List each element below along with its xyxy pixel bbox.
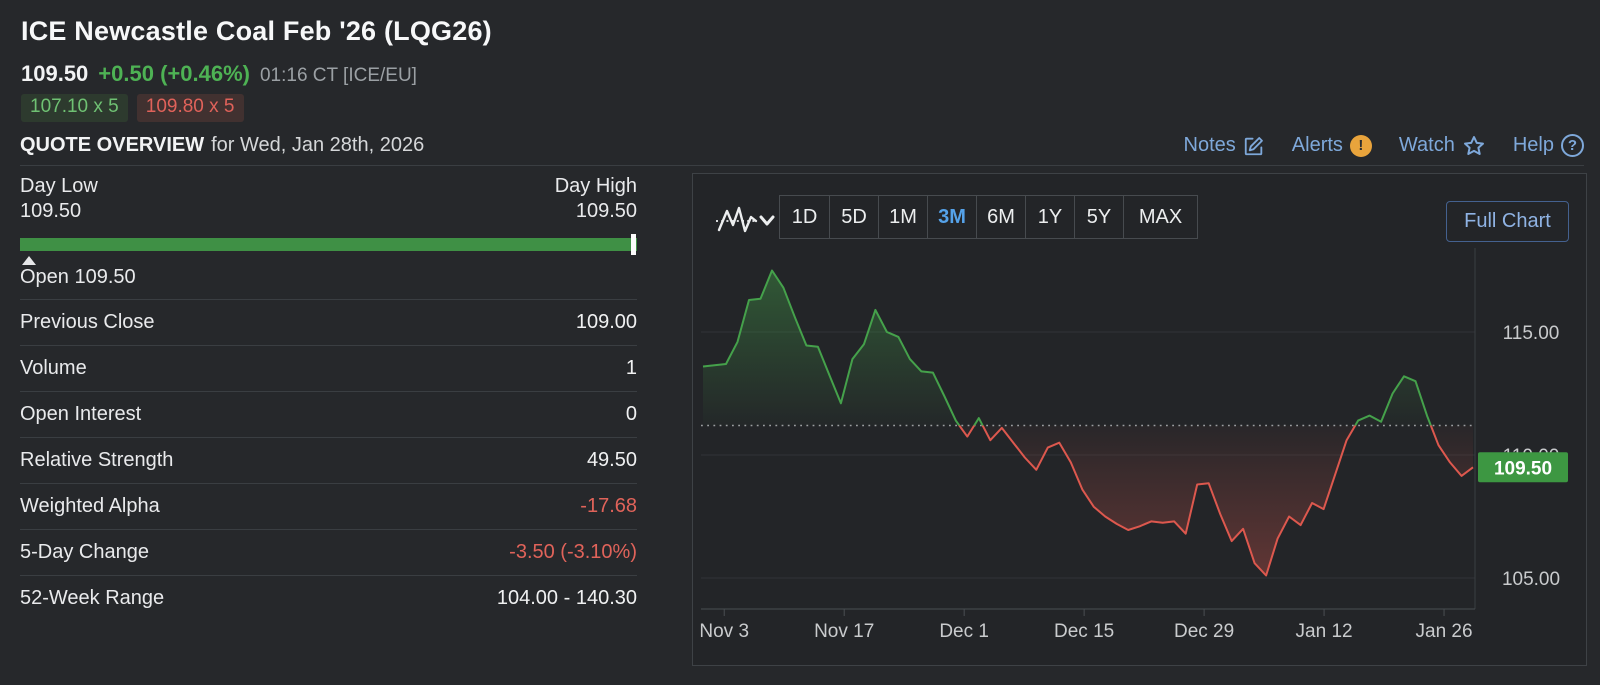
- svg-text:Jan 12: Jan 12: [1296, 621, 1353, 642]
- day-low-value: 109.50: [20, 200, 82, 222]
- overview-bar: QUOTE OVERVIEW for Wed, Jan 28th, 2026 No…: [20, 126, 1584, 166]
- alerts-label: Alerts: [1291, 134, 1343, 156]
- stat-row: Volume 1: [20, 345, 637, 391]
- alerts-link[interactable]: Alerts !: [1292, 134, 1372, 157]
- period-button-3m[interactable]: 3M: [927, 196, 976, 238]
- help-icon: ?: [1561, 134, 1584, 157]
- period-button-1m[interactable]: 1M: [878, 196, 927, 238]
- svg-text:115.00: 115.00: [1503, 323, 1560, 344]
- chevron-down-icon: [759, 215, 775, 226]
- help-link[interactable]: Help ?: [1513, 134, 1584, 157]
- period-button-5y[interactable]: 5Y: [1074, 196, 1123, 238]
- overview-date: for Wed, Jan 28th, 2026: [211, 134, 425, 156]
- stat-value: 49.50: [586, 449, 637, 471]
- ask-badge: 109.80 x 5: [136, 94, 244, 122]
- stat-value: 109.00: [575, 311, 637, 333]
- watch-link[interactable]: Watch: [1399, 134, 1486, 158]
- last-price-tick: [631, 234, 636, 255]
- quick-links: Notes Alerts ! Watch Help ?: [1184, 134, 1584, 158]
- stat-value: 1: [625, 357, 637, 379]
- chart-type-selector[interactable]: [715, 204, 777, 236]
- svg-text:Jan 26: Jan 26: [1416, 621, 1473, 642]
- overview-heading-group: QUOTE OVERVIEW for Wed, Jan 28th, 2026: [20, 134, 424, 157]
- stat-value: -17.68: [580, 495, 637, 517]
- chart-panel: Nov 3 Nov 17 Dec 1 Dec 15 Dec 29 Jan 12 Jan 26…: [692, 173, 1587, 666]
- price-row: 109.50 +0.50 (+0.46%) 01:16 CT [ICE/EU]: [21, 61, 417, 87]
- svg-text:105.00: 105.00: [1502, 569, 1560, 590]
- stat-label: 5-Day Change: [20, 541, 149, 563]
- stat-value: 104.00 - 140.30: [496, 587, 637, 609]
- notes-icon: [1244, 136, 1263, 155]
- stat-row: 5-Day Change -3.50 (-3.10%): [20, 529, 637, 575]
- watch-label: Watch: [1398, 134, 1455, 156]
- svg-text:Nov 3: Nov 3: [699, 621, 749, 642]
- stat-label: Volume: [20, 357, 87, 379]
- page-title: ICE Newcastle Coal Feb '26 (LQG26): [21, 16, 492, 46]
- stats-table: Previous Close 109.00 Volume 1 Open Interest…: [20, 299, 637, 621]
- svg-text:Nov 17: Nov 17: [814, 621, 874, 642]
- open-price-text: Open 109.50: [20, 266, 136, 288]
- stat-row: 52-Week Range 104.00 - 140.30: [20, 575, 637, 621]
- period-button-max[interactable]: MAX: [1123, 196, 1197, 238]
- stat-label: 52-Week Range: [20, 587, 165, 609]
- period-button-6m[interactable]: 6M: [976, 196, 1025, 238]
- chart-toolbar: 1D 5D 1M 3M 6M 1Y 5Y MAX Full Chart: [693, 174, 1586, 254]
- alert-icon: !: [1349, 134, 1372, 157]
- help-label: Help: [1512, 134, 1554, 156]
- line-chart-icon: [716, 206, 775, 233]
- svg-text:109.50: 109.50: [1494, 458, 1552, 479]
- stat-row: Previous Close 109.00: [20, 299, 637, 345]
- section-heading: QUOTE OVERVIEW: [20, 134, 205, 156]
- period-button-5d[interactable]: 5D: [829, 196, 878, 238]
- stat-label: Relative Strength: [20, 449, 174, 471]
- full-chart-button[interactable]: Full Chart: [1446, 201, 1569, 242]
- day-range-bar: [20, 234, 637, 255]
- svg-text:Dec 29: Dec 29: [1174, 621, 1234, 642]
- last-price: 109.50: [21, 61, 89, 86]
- stat-value: 0: [625, 403, 637, 425]
- stat-row: Weighted Alpha -17.68: [20, 483, 637, 529]
- price-change: +0.50 (+0.46%): [98, 61, 250, 86]
- period-button-1y[interactable]: 1Y: [1025, 196, 1074, 238]
- open-marker-triangle: [22, 256, 36, 265]
- day-low-label: Day Low: [20, 175, 98, 197]
- quote-timestamp: 01:16 CT [ICE/EU]: [259, 65, 417, 86]
- stat-label: Open Interest: [20, 403, 142, 425]
- notes-link[interactable]: Notes: [1184, 134, 1265, 157]
- period-button-group: 1D 5D 1M 3M 6M 1Y 5Y MAX: [779, 195, 1198, 239]
- period-button-1d[interactable]: 1D: [780, 196, 829, 238]
- bid-badge: 107.10 x 5: [21, 94, 128, 122]
- price-chart[interactable]: Nov 3 Nov 17 Dec 1 Dec 15 Dec 29 Jan 12 Jan 26…: [693, 174, 1586, 665]
- stat-row: Open Interest 0: [20, 391, 637, 437]
- day-high-value: 109.50: [575, 200, 637, 222]
- svg-text:Dec 1: Dec 1: [939, 621, 989, 642]
- day-range-labels: Day Low 109.50 Day High 109.50: [20, 170, 637, 224]
- quote-stats-panel: Day Low 109.50 Day High 109.50 Open 109.…: [20, 170, 637, 621]
- stat-label: Weighted Alpha: [20, 495, 160, 517]
- notes-label: Notes: [1183, 134, 1236, 156]
- day-high-label: Day High: [554, 175, 637, 197]
- stat-value: -3.50 (-3.10%): [509, 541, 637, 563]
- bid-ask-row: 107.10 x 5 109.80 x 5: [21, 94, 244, 122]
- stat-label: Previous Close: [20, 311, 155, 333]
- svg-text:Dec 15: Dec 15: [1054, 621, 1114, 642]
- stat-row: Relative Strength 49.50: [20, 437, 637, 483]
- star-icon: [1463, 135, 1484, 155]
